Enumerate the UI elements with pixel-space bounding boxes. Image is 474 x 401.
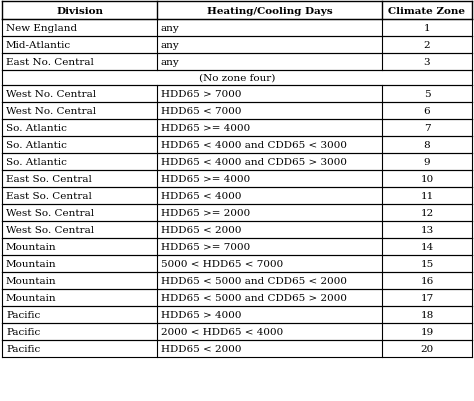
Bar [2, 306, 472, 323]
Text: HDD65 < 5000 and CDD65 > 2000: HDD65 < 5000 and CDD65 > 2000 [161, 293, 347, 302]
Text: 6: 6 [424, 107, 430, 116]
Text: 3: 3 [424, 58, 430, 67]
Text: Mountain: Mountain [6, 276, 56, 285]
Bar [2, 323, 472, 340]
Text: 13: 13 [420, 225, 434, 235]
Text: 8: 8 [424, 141, 430, 150]
Text: Mountain: Mountain [6, 242, 56, 251]
Text: HDD65 < 4000: HDD65 < 4000 [161, 192, 241, 200]
Bar [2, 255, 472, 272]
Text: So. Atlantic: So. Atlantic [6, 124, 67, 133]
Bar [2, 2, 472, 20]
Text: East So. Central: East So. Central [6, 192, 92, 200]
Bar [2, 289, 472, 306]
Text: HDD65 >= 2000: HDD65 >= 2000 [161, 209, 250, 217]
Text: 15: 15 [420, 259, 434, 268]
Text: Mountain: Mountain [6, 259, 56, 268]
Text: Pacific: Pacific [6, 344, 40, 353]
Text: HDD65 < 4000 and CDD65 < 3000: HDD65 < 4000 and CDD65 < 3000 [161, 141, 347, 150]
Bar [2, 170, 472, 188]
Bar [2, 221, 472, 239]
Text: 5: 5 [424, 90, 430, 99]
Text: Climate Zone: Climate Zone [389, 6, 465, 16]
Text: West No. Central: West No. Central [6, 90, 96, 99]
Text: HDD65 < 4000 and CDD65 > 3000: HDD65 < 4000 and CDD65 > 3000 [161, 158, 347, 166]
Text: West So. Central: West So. Central [6, 209, 94, 217]
Bar [2, 54, 472, 71]
Text: So. Atlantic: So. Atlantic [6, 141, 67, 150]
Text: HDD65 > 4000: HDD65 > 4000 [161, 310, 241, 319]
Text: 16: 16 [420, 276, 434, 285]
Text: HDD65 >= 4000: HDD65 >= 4000 [161, 174, 250, 184]
Text: West No. Central: West No. Central [6, 107, 96, 116]
Bar [2, 71, 472, 86]
Bar [2, 20, 472, 37]
Text: HDD65 < 2000: HDD65 < 2000 [161, 225, 241, 235]
Text: 2000 < HDD65 < 4000: 2000 < HDD65 < 4000 [161, 327, 283, 336]
Text: any: any [161, 24, 180, 33]
Text: 2: 2 [424, 41, 430, 50]
Text: HDD65 >= 4000: HDD65 >= 4000 [161, 124, 250, 133]
Text: any: any [161, 41, 180, 50]
Text: 7: 7 [424, 124, 430, 133]
Text: 9: 9 [424, 158, 430, 166]
Text: any: any [161, 58, 180, 67]
Text: HDD65 >= 7000: HDD65 >= 7000 [161, 242, 250, 251]
Text: Mid-Atlantic: Mid-Atlantic [6, 41, 71, 50]
Bar [2, 120, 472, 137]
Text: Mountain: Mountain [6, 293, 56, 302]
Bar [2, 239, 472, 255]
Text: 11: 11 [420, 192, 434, 200]
Text: 10: 10 [420, 174, 434, 184]
Text: 17: 17 [420, 293, 434, 302]
Text: Division: Division [56, 6, 103, 16]
Bar [2, 37, 472, 54]
Text: New England: New England [6, 24, 77, 33]
Text: HDD65 > 7000: HDD65 > 7000 [161, 90, 241, 99]
Bar [2, 103, 472, 120]
Text: 12: 12 [420, 209, 434, 217]
Text: 20: 20 [420, 344, 434, 353]
Text: 5000 < HDD65 < 7000: 5000 < HDD65 < 7000 [161, 259, 283, 268]
Text: East So. Central: East So. Central [6, 174, 92, 184]
Text: Heating/Cooling Days: Heating/Cooling Days [207, 6, 332, 16]
Text: East No. Central: East No. Central [6, 58, 94, 67]
Text: Pacific: Pacific [6, 327, 40, 336]
Bar [2, 154, 472, 170]
Text: HDD65 < 2000: HDD65 < 2000 [161, 344, 241, 353]
Text: 18: 18 [420, 310, 434, 319]
Bar [2, 137, 472, 154]
Bar [2, 86, 472, 103]
Text: 14: 14 [420, 242, 434, 251]
Text: (No zone four): (No zone four) [199, 74, 275, 83]
Text: HDD65 < 7000: HDD65 < 7000 [161, 107, 241, 116]
Bar [2, 205, 472, 221]
Text: West So. Central: West So. Central [6, 225, 94, 235]
Bar [2, 340, 472, 357]
Text: So. Atlantic: So. Atlantic [6, 158, 67, 166]
Bar [2, 188, 472, 205]
Text: HDD65 < 5000 and CDD65 < 2000: HDD65 < 5000 and CDD65 < 2000 [161, 276, 347, 285]
Bar [2, 272, 472, 289]
Text: 1: 1 [424, 24, 430, 33]
Text: Pacific: Pacific [6, 310, 40, 319]
Text: 19: 19 [420, 327, 434, 336]
